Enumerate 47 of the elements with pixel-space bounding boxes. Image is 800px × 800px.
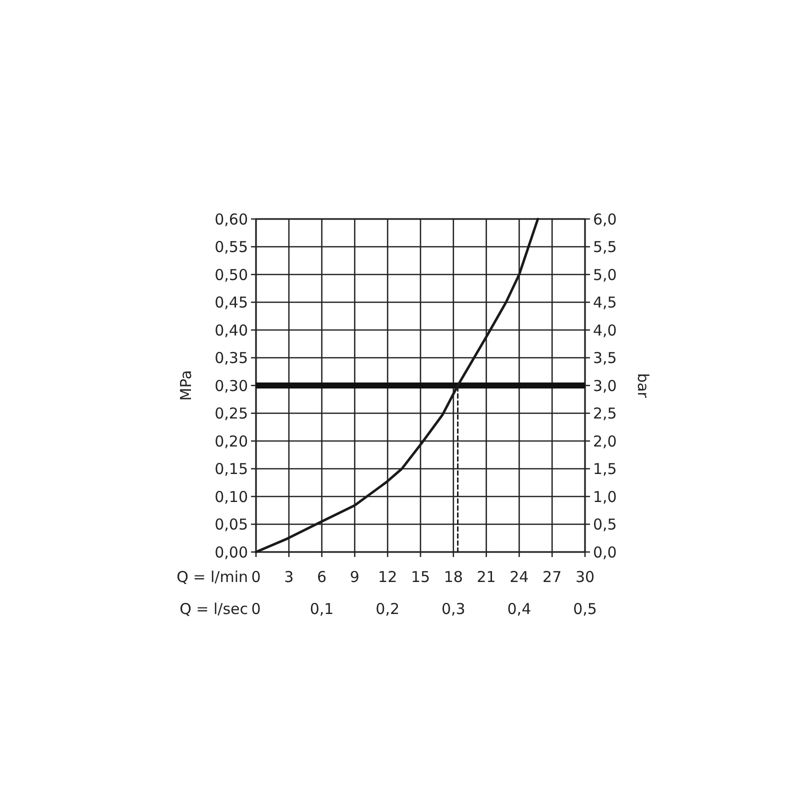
x-tick-label: 0: [251, 568, 261, 586]
y-tick-label: 0,20: [214, 432, 248, 450]
x-tick-label: 27: [542, 568, 562, 586]
y-tick-label: 0,25: [214, 404, 248, 422]
x-tick-label: 6: [317, 568, 327, 586]
x-axis-title: Q = l/min: [176, 568, 248, 586]
x-tick-label: 18: [444, 568, 463, 586]
x-tick-label: 30: [575, 568, 595, 586]
x2-tick-label: 0,4: [507, 600, 532, 618]
y2-axis-title: bar: [634, 373, 652, 399]
y2-tick-label: 3,5: [593, 349, 617, 367]
y2-tick-label: 2,5: [593, 404, 617, 422]
x2-tick-label: 0,2: [376, 600, 400, 618]
x2-tick-label: 0,3: [441, 600, 466, 618]
y2-tick-label: 4,5: [593, 294, 617, 312]
y-tick-label: 0,15: [214, 460, 248, 478]
y2-tick-label: 5,0: [593, 266, 617, 284]
y-tick-label: 0,30: [214, 376, 248, 395]
x-tick-label: 9: [350, 568, 360, 586]
y-tick-label: 0,35: [214, 349, 248, 367]
y2-tick-label: 0,5: [593, 516, 617, 534]
x2-axis-title: Q = l/sec: [180, 600, 248, 618]
y-tick-label: 0,10: [214, 488, 248, 506]
y2-tick-label: 2,0: [593, 432, 617, 450]
y-axis-title: MPa: [177, 370, 195, 401]
y2-tick-label: 4,0: [593, 321, 617, 340]
x-tick-label: 21: [476, 568, 496, 586]
x2-tick-label: 0: [251, 600, 261, 618]
y2-tick-label: 0,0: [593, 543, 617, 562]
x-tick-label: 24: [510, 568, 529, 586]
x-tick-label: 3: [284, 568, 294, 586]
y2-tick-label: 1,0: [593, 488, 617, 506]
y-tick-label: 0,00: [214, 543, 248, 562]
x-tick-label: 15: [410, 568, 430, 586]
y-tick-label: 0,05: [214, 516, 248, 534]
y-tick-label: 0,45: [214, 294, 248, 312]
x2-tick-label: 0,5: [573, 600, 597, 618]
y-tick-label: 0,50: [214, 266, 248, 284]
y2-tick-label: 1,5: [593, 460, 617, 478]
x2-tick-label: 0,1: [310, 600, 334, 618]
y-tick-label: 0,60: [214, 210, 248, 228]
y2-tick-label: 5,5: [593, 238, 617, 256]
y-tick-label: 0,55: [214, 238, 248, 256]
y2-tick-label: 3,0: [593, 376, 617, 395]
y-tick-label: 0,40: [214, 321, 248, 340]
x-tick-label: 12: [378, 568, 398, 586]
y2-tick-label: 6,0: [593, 210, 617, 228]
